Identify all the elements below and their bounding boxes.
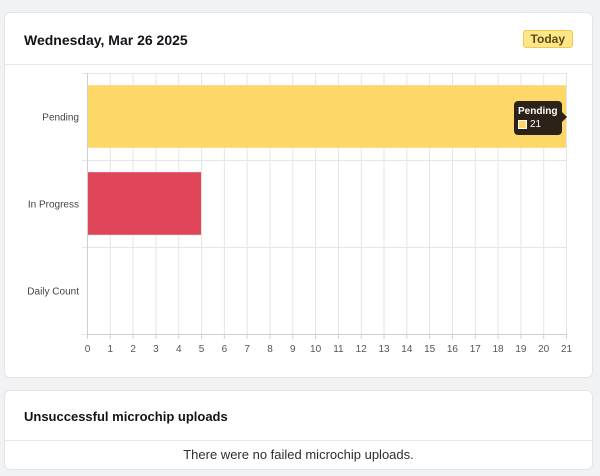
card-header: Wednesday, Mar 26 2025 Today [5,13,592,65]
x-tick-label: 7 [244,344,250,355]
x-tick-label: 5 [199,344,205,355]
x-tick-label: 6 [222,344,228,355]
x-tick-label: 0 [85,344,91,355]
failed-uploads-card: Unsuccessful microchip uploads There wer… [4,390,593,470]
today-button[interactable]: Today [522,30,573,48]
uploads-header: Unsuccessful microchip uploads [5,391,592,441]
x-tick-label: 15 [424,344,436,355]
date-title: Wednesday, Mar 26 2025 [24,32,188,48]
x-tick-label: 4 [176,344,182,355]
x-tick-label: 13 [378,344,390,355]
x-tick-label: 19 [515,344,527,355]
x-tick-label: 10 [310,344,322,355]
x-tick-label: 8 [267,344,273,355]
uploads-empty-message: There were no failed microchip uploads. [183,447,414,462]
x-tick-label: 17 [470,344,482,355]
x-tick-label: 18 [493,344,505,355]
tooltip-color-swatch [518,119,527,129]
tooltip-value: 21 [530,118,542,130]
bar-chart: 0 1 2 3 4 5 6 7 8 9 10 11 12 13 14 15 16 17 18 19 20 21 Pendin… [5,65,592,377]
x-tick-label: 12 [356,344,368,355]
tooltip-title: Pending [518,105,558,117]
x-tick-label: 16 [447,344,459,355]
tooltip-row: 21 [518,118,557,131]
chart-tooltip: Pending 21 [514,100,568,135]
y-category-label: Pending [42,113,79,124]
x-tick-label: 2 [130,344,136,355]
y-category-label: Daily Count [27,287,79,298]
x-tick-label: 3 [153,344,159,355]
x-tick-label: 21 [561,344,573,355]
bar-pending [88,85,566,148]
bar-in-progress [88,172,202,235]
uploads-title: Unsuccessful microchip uploads [24,409,228,424]
x-tick-label: 9 [290,344,296,355]
x-tick-label: 11 [333,344,344,355]
x-tick-label: 1 [108,344,114,355]
x-tick-label: 14 [401,344,413,355]
y-category-label: In Progress [28,200,79,211]
bar-chart-svg: 0 1 2 3 4 5 6 7 8 9 10 11 12 13 14 15 16 17 18 19 20 21Pendin… [27,73,573,355]
x-tick-label: 20 [538,344,550,355]
